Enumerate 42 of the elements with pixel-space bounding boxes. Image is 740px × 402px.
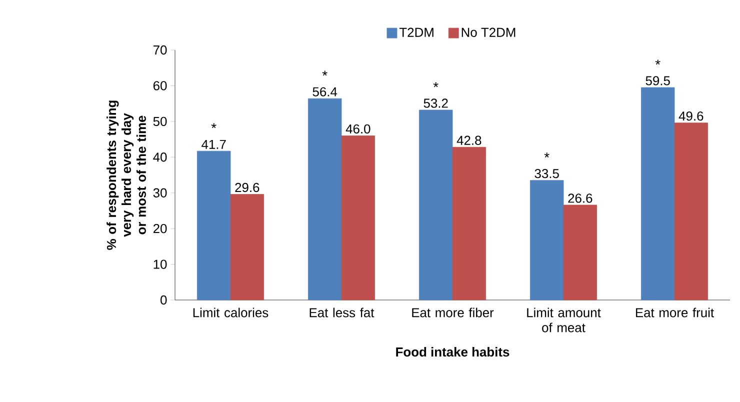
- bar: [641, 87, 675, 300]
- y-tick-label: 70: [153, 45, 167, 55]
- bar: [674, 122, 708, 300]
- legend-label: No T2DM: [462, 28, 516, 37]
- legend-label: T2DM: [399, 28, 434, 37]
- annotation: *: [211, 123, 216, 128]
- y-tick-label: 60: [153, 81, 167, 90]
- data-label: 29.6: [235, 182, 260, 192]
- annotation: *: [655, 60, 660, 65]
- data-label: 56.4: [312, 87, 338, 96]
- annotation: *: [322, 70, 328, 76]
- x-tick-label: Eat more fiber: [412, 308, 494, 318]
- data-label: 42.8: [456, 136, 482, 145]
- annotation: *: [544, 152, 550, 158]
- x-tick-label: Limit amount of meat: [527, 308, 601, 332]
- bar: [308, 98, 342, 300]
- bar: [341, 136, 375, 300]
- y-axis-title: % of respondents trying very hard every day or most of the time: [106, 100, 146, 250]
- y-tick-label: 20: [153, 224, 167, 234]
- y-tick-label: 10: [154, 260, 167, 269]
- y-tick-label: 0: [160, 295, 167, 305]
- bar: [419, 110, 453, 300]
- bar: [530, 180, 564, 300]
- x-tick-label: Limit calories: [193, 308, 268, 318]
- y-tick-label: 40: [153, 152, 167, 162]
- y-tick-label: 50: [153, 116, 167, 126]
- data-label: 26.6: [568, 194, 592, 203]
- data-label: 53.2: [424, 98, 448, 108]
- annotation: *: [433, 82, 438, 88]
- x-tick-label: Eat more fruit: [636, 308, 714, 318]
- data-label: 46.0: [346, 124, 370, 134]
- bar: [452, 146, 486, 300]
- x-tick-label: Eat less fat: [310, 308, 374, 318]
- data-label: 33.5: [534, 168, 559, 178]
- y-tick-label: 30: [153, 188, 167, 198]
- bar: [230, 194, 264, 300]
- bar: [197, 150, 231, 300]
- data-label: 41.7: [202, 140, 226, 149]
- x-axis-title: Food intake habits: [396, 347, 510, 357]
- bar: [563, 204, 597, 300]
- data-label: 49.6: [678, 111, 704, 121]
- data-label: 59.5: [646, 76, 670, 86]
